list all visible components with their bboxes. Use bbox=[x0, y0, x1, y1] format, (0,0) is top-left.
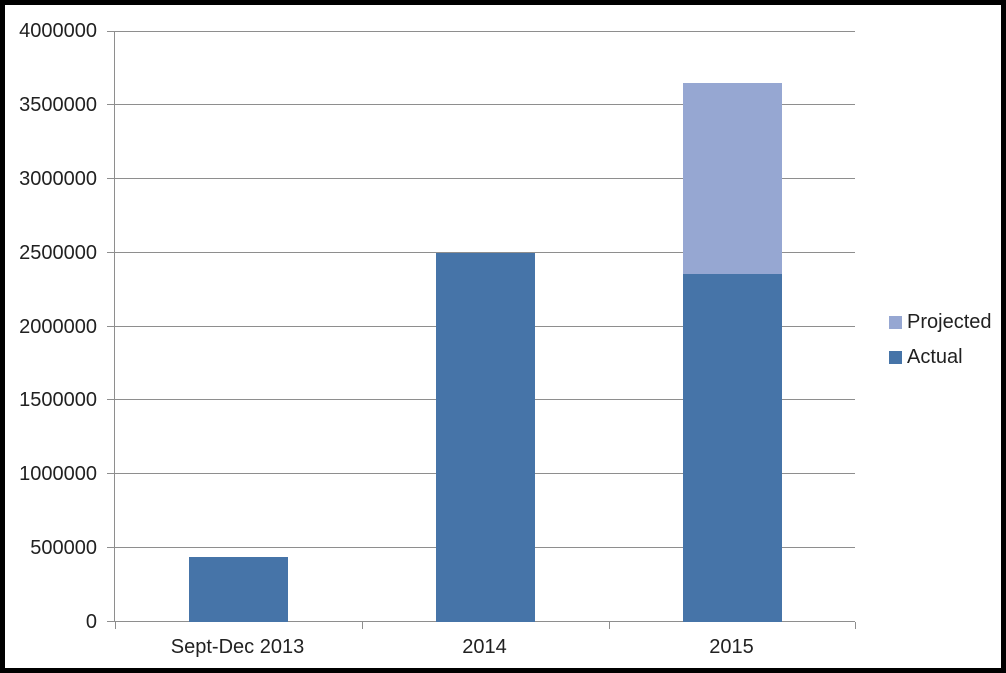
y-tick-mark-1000000 bbox=[107, 473, 115, 474]
legend-label-actual: Actual bbox=[907, 346, 963, 368]
y-tick-label-3500000: 3500000 bbox=[19, 94, 97, 116]
y-tick-mark-3000000 bbox=[107, 178, 115, 179]
x-tick-label-2014: 2014 bbox=[462, 636, 507, 658]
y-tick-label-2500000: 2500000 bbox=[19, 242, 97, 264]
y-tick-label-2000000: 2000000 bbox=[19, 316, 97, 338]
y-tick-label-1000000: 1000000 bbox=[19, 463, 97, 485]
y-gridline-2500000 bbox=[115, 252, 855, 253]
plot-area bbox=[107, 31, 856, 629]
y-tick-mark-500000 bbox=[107, 547, 115, 548]
bar-segment-actual-2015 bbox=[683, 273, 782, 622]
y-gridline-4000000 bbox=[115, 31, 855, 32]
bar-segment-actual-2014 bbox=[436, 253, 535, 622]
x-tick-label-2015: 2015 bbox=[709, 636, 754, 658]
bar-segment-projected-2015 bbox=[683, 83, 782, 274]
y-tick-mark-4000000 bbox=[107, 31, 115, 32]
y-tick-label-500000: 500000 bbox=[30, 537, 97, 559]
y-tick-label-0: 0 bbox=[85, 611, 97, 633]
x-tick-mark-1 bbox=[362, 622, 363, 629]
y-tick-mark-0 bbox=[107, 621, 115, 622]
y-tick-mark-3500000 bbox=[107, 104, 115, 105]
y-tick-label-4000000: 4000000 bbox=[19, 20, 97, 42]
legend-item-actual: Actual bbox=[889, 346, 992, 368]
x-tick-mark-2 bbox=[609, 622, 610, 629]
legend-label-projected: Projected bbox=[907, 311, 992, 333]
x-tick-mark-3 bbox=[855, 622, 856, 629]
x-tick-label-sept-dec-2013: Sept-Dec 2013 bbox=[170, 636, 305, 658]
y-gridline-3000000 bbox=[115, 178, 855, 179]
bar-segment-actual-sept-dec-2013 bbox=[189, 557, 288, 622]
y-tick-mark-2500000 bbox=[107, 252, 115, 253]
projected-color-swatch-icon bbox=[889, 315, 902, 329]
y-axis-labels: 0 500000 1000000 1500000 2000000 2500000 30000… bbox=[5, 20, 97, 633]
y-tick-label-3000000: 3000000 bbox=[19, 168, 97, 190]
y-tick-label-1500000: 1500000 bbox=[19, 389, 97, 411]
y-tick-mark-1500000 bbox=[107, 399, 115, 400]
y-gridline-3500000 bbox=[115, 104, 855, 105]
actual-color-swatch-icon bbox=[889, 350, 902, 364]
x-tick-mark-0 bbox=[115, 622, 116, 629]
legend-item-projected: Projected bbox=[889, 311, 992, 333]
y-tick-mark-2000000 bbox=[107, 326, 115, 327]
legend: Projected Actual bbox=[889, 311, 992, 368]
